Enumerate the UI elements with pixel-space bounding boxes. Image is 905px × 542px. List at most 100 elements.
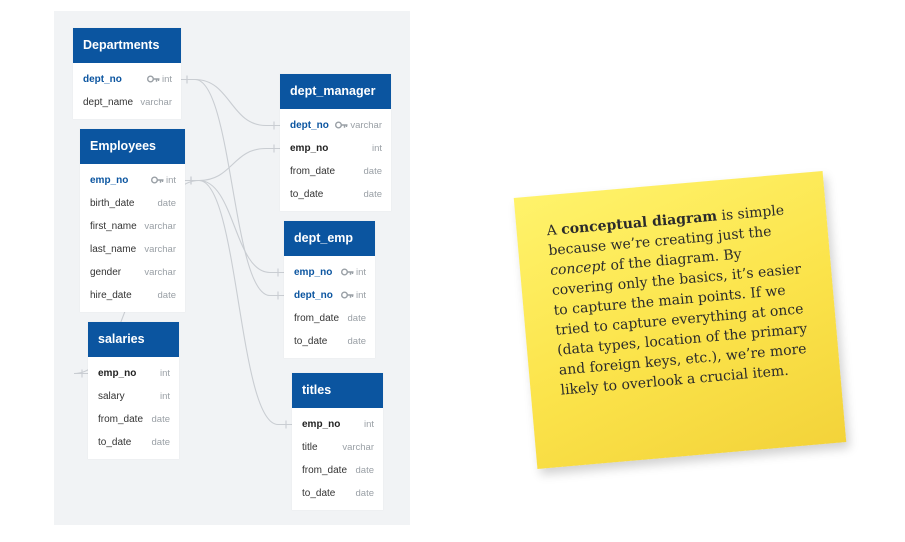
field-name: dept_no xyxy=(290,120,329,131)
field-type: int xyxy=(372,137,382,160)
field-name: first_name xyxy=(90,221,137,232)
field-type-label: date xyxy=(151,437,171,448)
field-type-label: varchar xyxy=(144,244,176,255)
field-type-label: int xyxy=(355,290,366,301)
field-type-label: int xyxy=(159,368,170,379)
field-type: varchar xyxy=(342,436,374,459)
table-employees[interactable]: Employees emp_no int birth_date date first_na… xyxy=(80,129,185,312)
field-type-label: int xyxy=(159,391,170,402)
table-dept-emp[interactable]: dept_emp emp_no int dept_no int from_date date… xyxy=(284,221,375,358)
field-type: int xyxy=(340,261,366,284)
field-type-label: varchar xyxy=(144,267,176,278)
field-type: date xyxy=(364,183,383,206)
field-name: emp_no xyxy=(302,419,341,430)
table-title: titles xyxy=(292,373,383,408)
field-name: dept_no xyxy=(294,290,333,301)
field-type-label: date xyxy=(355,488,375,499)
field-type-label: date xyxy=(151,414,171,425)
note-italic-term: concept xyxy=(549,258,607,280)
field-type: date xyxy=(158,192,177,215)
table-titles[interactable]: titles emp_no int title varchar from_date date… xyxy=(292,373,383,510)
field-type-label: date xyxy=(363,166,383,177)
table-fields: emp_no int dept_no int from_date date to_date d… xyxy=(284,256,375,358)
field-type: int xyxy=(150,169,176,192)
table-fields: dept_no int dept_name varchar xyxy=(73,63,181,119)
field-row[interactable]: from_date date xyxy=(292,459,383,482)
table-title: dept_manager xyxy=(280,74,391,109)
field-type: varchar xyxy=(144,238,176,261)
field-type-label: int xyxy=(371,143,382,154)
field-row[interactable]: dept_no int xyxy=(73,68,181,91)
field-type: date xyxy=(364,160,383,183)
field-type: int xyxy=(340,284,366,307)
field-row[interactable]: from_date date xyxy=(88,408,179,431)
field-row[interactable]: emp_no int xyxy=(292,413,383,436)
table-salaries[interactable]: salaries emp_no int salary int from_date date t… xyxy=(88,322,179,459)
key-icon xyxy=(340,291,354,299)
field-row[interactable]: birth_date date xyxy=(80,192,185,215)
field-row[interactable]: to_date date xyxy=(88,431,179,454)
field-type: varchar xyxy=(140,91,172,114)
field-row[interactable]: dept_name varchar xyxy=(73,91,181,114)
field-row[interactable]: first_name varchar xyxy=(80,215,185,238)
field-name: to_date xyxy=(290,189,324,200)
field-name: to_date xyxy=(294,336,328,347)
field-type: int xyxy=(160,362,170,385)
field-row[interactable]: from_date date xyxy=(284,307,375,330)
field-type-label: date xyxy=(157,198,177,209)
field-row[interactable]: to_date date xyxy=(292,482,383,505)
field-row[interactable]: to_date date xyxy=(280,183,391,206)
table-fields: emp_no int birth_date date first_name varchar… xyxy=(80,164,185,312)
field-name: emp_no xyxy=(90,175,129,186)
field-type-label: varchar xyxy=(350,120,382,131)
field-type: date xyxy=(348,330,367,353)
table-fields: emp_no int title varchar from_date date to_dat… xyxy=(292,408,383,510)
field-name: from_date xyxy=(302,465,348,476)
field-type-label: int xyxy=(355,267,366,278)
field-row[interactable]: dept_no int xyxy=(284,284,375,307)
field-type-label: int xyxy=(165,175,176,186)
key-icon xyxy=(146,75,160,83)
table-title: dept_emp xyxy=(284,221,375,256)
field-name: dept_name xyxy=(83,97,134,108)
field-name: from_date xyxy=(294,313,340,324)
field-row[interactable]: gender varchar xyxy=(80,261,185,284)
field-name: last_name xyxy=(90,244,137,255)
field-name: from_date xyxy=(98,414,144,425)
field-type-label: date xyxy=(355,465,375,476)
sticky-note-text: A conceptual diagram is simple because w… xyxy=(546,202,808,399)
field-row[interactable]: to_date date xyxy=(284,330,375,353)
field-type: varchar xyxy=(335,114,382,137)
field-row[interactable]: emp_no int xyxy=(280,137,391,160)
field-row[interactable]: emp_no int xyxy=(88,362,179,385)
table-departments[interactable]: Departments dept_no int dept_name varchar xyxy=(73,28,181,119)
field-type: date xyxy=(158,284,177,307)
field-row[interactable]: dept_no varchar xyxy=(280,114,391,137)
field-row[interactable]: last_name varchar xyxy=(80,238,185,261)
field-type-label: varchar xyxy=(342,442,374,453)
field-name: title xyxy=(302,442,318,453)
field-name: emp_no xyxy=(290,143,329,154)
field-type: int xyxy=(160,385,170,408)
table-title: Departments xyxy=(73,28,181,63)
field-name: gender xyxy=(90,267,122,278)
field-type: int xyxy=(146,68,172,91)
field-name: from_date xyxy=(290,166,336,177)
field-name: salary xyxy=(98,391,125,402)
table-dept-manager[interactable]: dept_manager dept_no varchar emp_no int from_… xyxy=(280,74,391,211)
field-row[interactable]: title varchar xyxy=(292,436,383,459)
field-type: date xyxy=(152,408,171,431)
key-icon xyxy=(335,121,348,129)
field-row[interactable]: emp_no int xyxy=(80,169,185,192)
field-name: emp_no xyxy=(98,368,137,379)
field-row[interactable]: hire_date date xyxy=(80,284,185,307)
field-row[interactable]: salary int xyxy=(88,385,179,408)
field-type-label: date xyxy=(347,336,367,347)
field-type: date xyxy=(152,431,171,454)
field-row[interactable]: from_date date xyxy=(280,160,391,183)
table-title: Employees xyxy=(80,129,185,164)
field-type: varchar xyxy=(144,215,176,238)
field-row[interactable]: emp_no int xyxy=(284,261,375,284)
key-icon xyxy=(150,176,164,184)
table-fields: emp_no int salary int from_date date to_date da… xyxy=(88,357,179,459)
